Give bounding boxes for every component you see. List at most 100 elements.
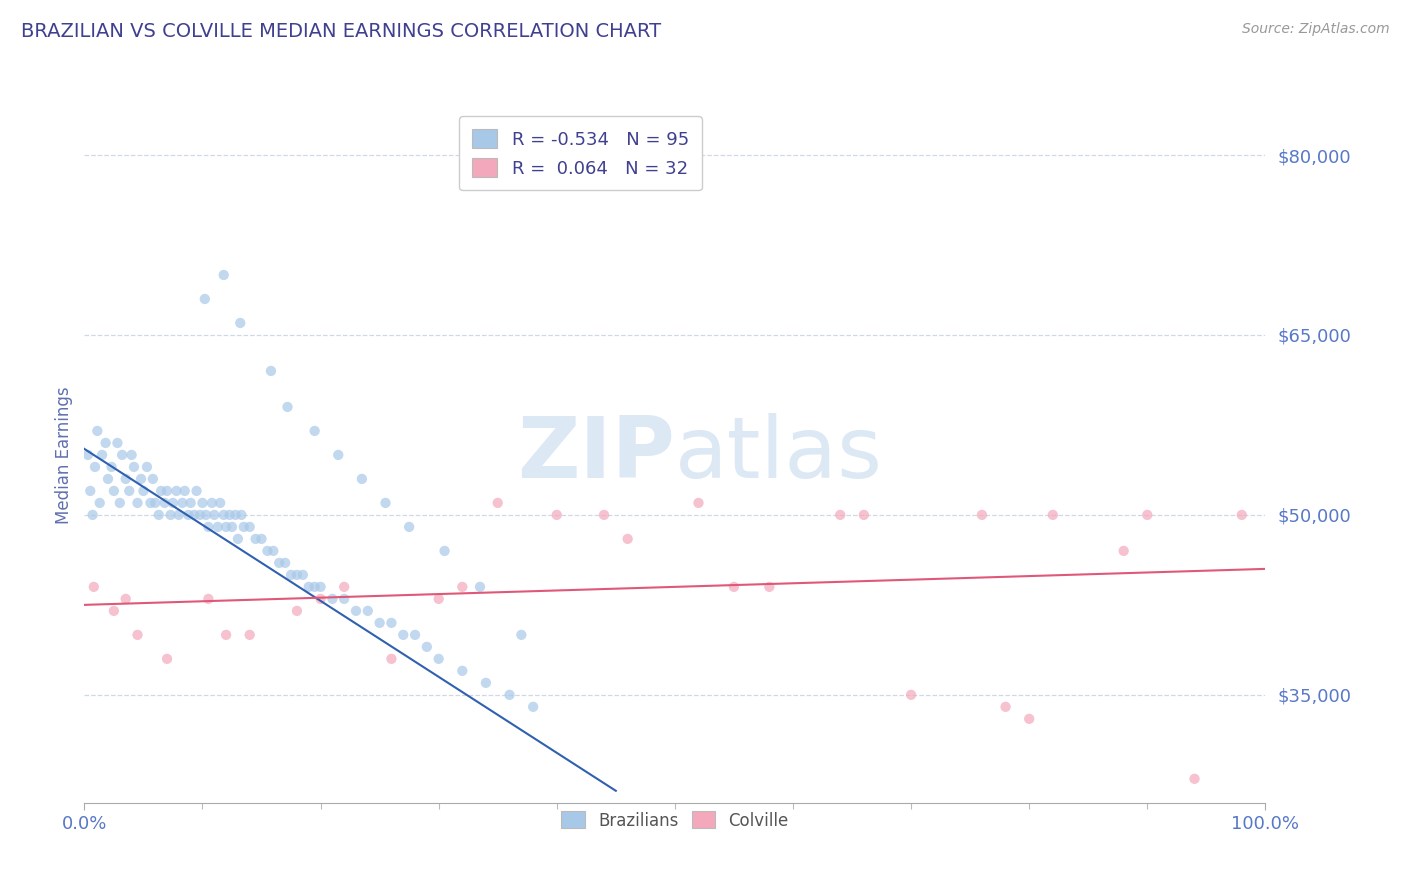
Point bbox=[616, 532, 638, 546]
Point bbox=[111, 448, 134, 462]
Point bbox=[159, 508, 181, 522]
Point bbox=[167, 508, 190, 522]
Text: BRAZILIAN VS COLVILLE MEDIAN EARNINGS CORRELATION CHART: BRAZILIAN VS COLVILLE MEDIAN EARNINGS CO… bbox=[21, 22, 661, 41]
Point bbox=[194, 292, 217, 306]
Point bbox=[83, 580, 105, 594]
Point bbox=[162, 496, 184, 510]
Point bbox=[321, 591, 343, 606]
Point bbox=[262, 544, 284, 558]
Point bbox=[127, 496, 149, 510]
Point bbox=[239, 628, 262, 642]
Point bbox=[593, 508, 616, 522]
Point bbox=[215, 628, 238, 642]
Point bbox=[368, 615, 391, 630]
Point bbox=[298, 580, 321, 594]
Point bbox=[107, 436, 129, 450]
Point bbox=[202, 508, 225, 522]
Point bbox=[100, 459, 122, 474]
Point bbox=[197, 591, 219, 606]
Point bbox=[392, 628, 415, 642]
Point bbox=[245, 532, 267, 546]
Point bbox=[350, 472, 373, 486]
Point bbox=[129, 472, 152, 486]
Point bbox=[260, 364, 283, 378]
Point bbox=[172, 496, 194, 510]
Point bbox=[153, 496, 176, 510]
Point bbox=[121, 448, 143, 462]
Point bbox=[416, 640, 439, 654]
Point bbox=[486, 496, 509, 510]
Point bbox=[380, 652, 402, 666]
Point bbox=[291, 567, 314, 582]
Point bbox=[510, 628, 533, 642]
Point bbox=[758, 580, 780, 594]
Point bbox=[191, 496, 214, 510]
Point bbox=[475, 676, 498, 690]
Point bbox=[468, 580, 491, 594]
Point bbox=[229, 316, 252, 330]
Point bbox=[183, 508, 205, 522]
Point bbox=[91, 448, 114, 462]
Point bbox=[82, 508, 104, 522]
Point bbox=[344, 604, 367, 618]
Text: ZIP: ZIP bbox=[517, 413, 675, 497]
Point bbox=[215, 520, 238, 534]
Text: atlas: atlas bbox=[675, 413, 883, 497]
Point bbox=[250, 532, 273, 546]
Point bbox=[79, 483, 101, 498]
Point bbox=[398, 520, 420, 534]
Point bbox=[1136, 508, 1159, 522]
Point bbox=[201, 496, 224, 510]
Point bbox=[276, 400, 298, 414]
Point bbox=[197, 520, 219, 534]
Point bbox=[108, 496, 131, 510]
Point bbox=[122, 459, 145, 474]
Point bbox=[221, 520, 243, 534]
Point bbox=[132, 483, 155, 498]
Point bbox=[212, 268, 235, 282]
Point bbox=[357, 604, 380, 618]
Text: Source: ZipAtlas.com: Source: ZipAtlas.com bbox=[1241, 22, 1389, 37]
Point bbox=[231, 508, 253, 522]
Point bbox=[226, 532, 249, 546]
Point bbox=[232, 520, 254, 534]
Point bbox=[309, 591, 332, 606]
Point bbox=[830, 508, 852, 522]
Point bbox=[143, 496, 166, 510]
Point bbox=[404, 628, 426, 642]
Point bbox=[852, 508, 875, 522]
Point bbox=[285, 604, 308, 618]
Point bbox=[1042, 508, 1064, 522]
Point bbox=[156, 652, 179, 666]
Point bbox=[304, 580, 326, 594]
Legend: Brazilians, Colville: Brazilians, Colville bbox=[554, 805, 796, 836]
Point bbox=[114, 591, 136, 606]
Point bbox=[269, 556, 291, 570]
Point bbox=[118, 483, 141, 498]
Point bbox=[451, 580, 474, 594]
Point bbox=[498, 688, 520, 702]
Point bbox=[304, 424, 326, 438]
Point bbox=[1230, 508, 1253, 522]
Point bbox=[89, 496, 111, 510]
Point bbox=[142, 472, 165, 486]
Point bbox=[103, 604, 125, 618]
Point bbox=[309, 580, 332, 594]
Point bbox=[333, 591, 356, 606]
Point bbox=[156, 483, 179, 498]
Point bbox=[427, 652, 450, 666]
Point bbox=[97, 472, 120, 486]
Point bbox=[522, 699, 544, 714]
Point bbox=[114, 472, 136, 486]
Point bbox=[86, 424, 108, 438]
Point bbox=[127, 628, 149, 642]
Y-axis label: Median Earnings: Median Earnings bbox=[55, 386, 73, 524]
Point bbox=[186, 483, 208, 498]
Point bbox=[207, 520, 229, 534]
Point bbox=[688, 496, 710, 510]
Point bbox=[900, 688, 922, 702]
Point bbox=[723, 580, 745, 594]
Point bbox=[103, 483, 125, 498]
Point bbox=[225, 508, 247, 522]
Point bbox=[150, 483, 173, 498]
